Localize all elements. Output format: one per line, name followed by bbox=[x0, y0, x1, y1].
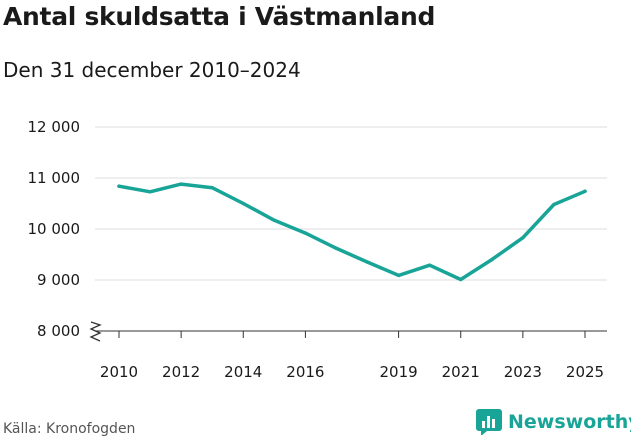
data-point bbox=[365, 260, 370, 264]
bar-chart-icon bbox=[476, 409, 502, 435]
data-point bbox=[272, 218, 277, 223]
axis-break-icon bbox=[89, 321, 102, 342]
x-tick-label: 2019 bbox=[380, 363, 418, 381]
brand-name: Newsworthy bbox=[508, 411, 631, 433]
x-tick-label: 2016 bbox=[286, 363, 324, 381]
data-point bbox=[334, 246, 339, 251]
data-point bbox=[210, 185, 214, 190]
chart-subtitle: Den 31 december 2010–2024 bbox=[3, 58, 301, 82]
series-line bbox=[117, 182, 587, 282]
data-point bbox=[179, 182, 183, 186]
y-tick-label: 9 000 bbox=[37, 271, 80, 289]
source-note: Källa: Kronofogden bbox=[3, 421, 136, 437]
x-tick-label: 2010 bbox=[100, 363, 138, 381]
data-point bbox=[396, 273, 401, 278]
data-point bbox=[583, 189, 587, 193]
y-tick-label: 11 000 bbox=[28, 169, 81, 187]
x-tick-label: 2014 bbox=[224, 363, 262, 381]
data-point bbox=[427, 263, 432, 267]
data-point bbox=[552, 202, 556, 207]
data-point bbox=[303, 231, 308, 235]
x-tick-label: 2021 bbox=[442, 363, 480, 381]
data-point bbox=[459, 277, 463, 282]
chart-title: Antal skuldsatta i Västmanland bbox=[3, 2, 436, 31]
y-tick-label: 12 000 bbox=[28, 118, 81, 136]
x-tick-label: 2023 bbox=[504, 363, 542, 381]
data-point bbox=[241, 201, 245, 206]
x-tick-label: 2012 bbox=[162, 363, 200, 381]
data-point bbox=[117, 184, 121, 188]
data-point bbox=[521, 235, 525, 240]
x-tick-label: 2025 bbox=[566, 363, 604, 381]
y-tick-label: 10 000 bbox=[28, 220, 81, 238]
newsworthy-logo: Newsworthy bbox=[476, 409, 631, 435]
data-point bbox=[490, 257, 494, 262]
y-tick-label: 8 000 bbox=[37, 322, 80, 340]
data-point bbox=[148, 190, 152, 194]
